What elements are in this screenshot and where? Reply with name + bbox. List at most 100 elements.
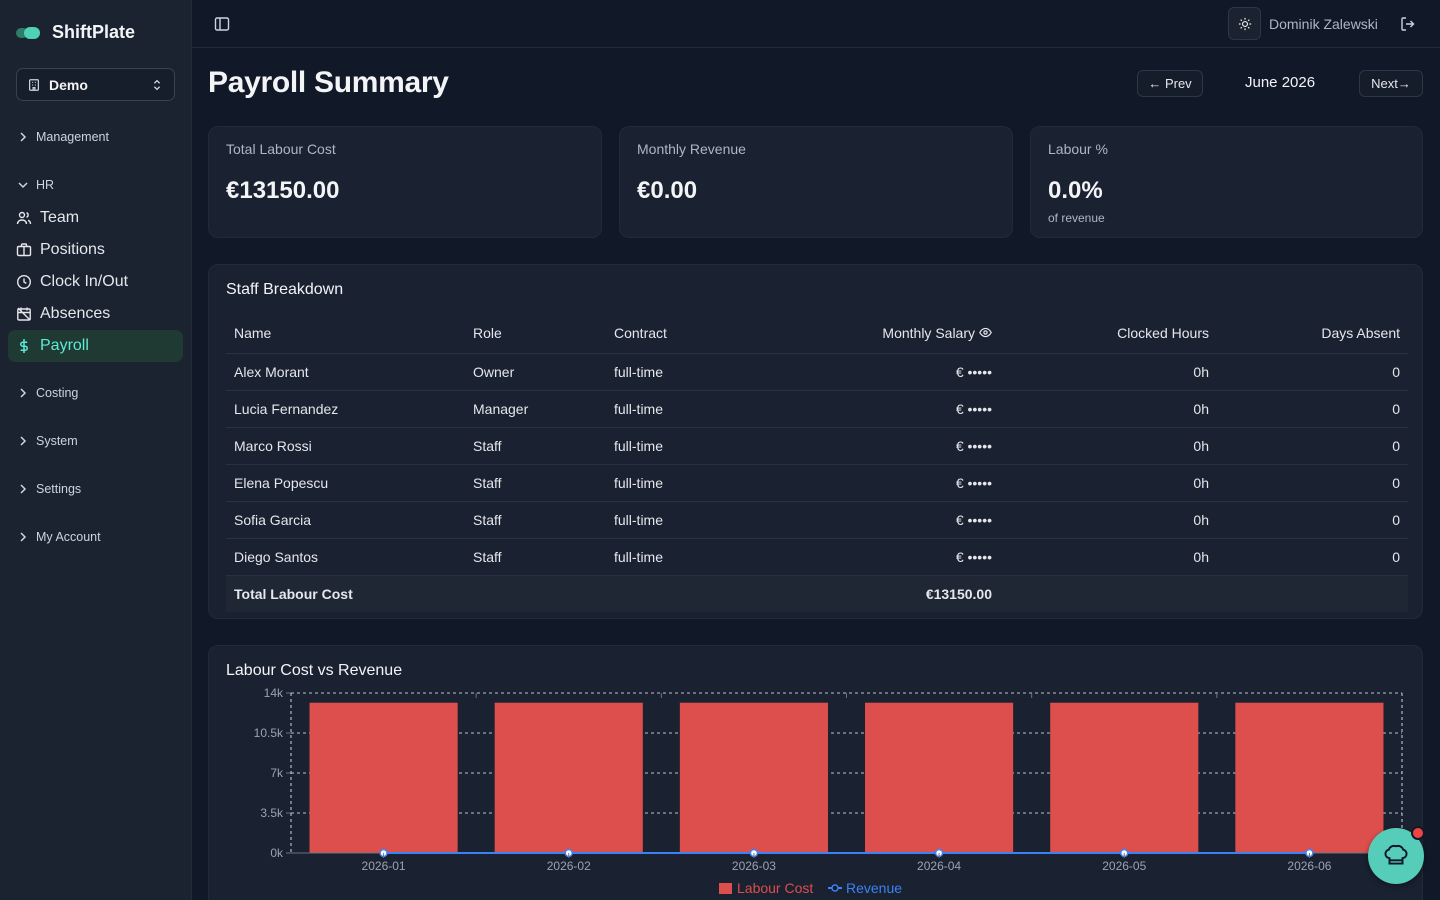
- cell-role: Manager: [465, 390, 606, 428]
- nav-group-settings[interactable]: Settings: [18, 482, 81, 496]
- nav-group-management[interactable]: Management: [18, 130, 109, 144]
- cell-hours: 0h: [1000, 464, 1217, 502]
- prev-month-button[interactable]: ← Prev: [1137, 70, 1203, 97]
- organization-name: Demo: [49, 76, 88, 93]
- panel-title: Labour Cost vs Revenue: [226, 662, 403, 679]
- sidebar-item-team[interactable]: Team: [8, 202, 183, 234]
- brand[interactable]: ShiftPlate: [16, 22, 135, 43]
- next-month-button[interactable]: Next→: [1359, 70, 1423, 97]
- cell-absent: 0: [1217, 390, 1408, 428]
- cell-contract: full-time: [606, 538, 766, 576]
- cell-contract: full-time: [606, 464, 766, 502]
- cell-contract: full-time: [606, 353, 766, 391]
- card-monthly-revenue: Monthly Revenue €0.00: [619, 126, 1013, 238]
- nav-group-costing[interactable]: Costing: [18, 386, 78, 400]
- column-header-name[interactable]: Name: [226, 325, 465, 354]
- table-row: Alex Morant Owner full-time € ••••• 0h 0: [226, 353, 1408, 391]
- y-tick-label: 7k: [270, 766, 284, 780]
- bar-labour-cost: [865, 702, 1014, 853]
- labour-vs-revenue-chart: 0k 3.5k 7k 10.5k 14k 2026-01 2026-02 2026-03 202…: [254, 686, 1403, 896]
- legend-marker-revenue: [831, 884, 839, 892]
- x-tick-label: 2026-02: [547, 859, 591, 873]
- bar-labour-cost: [309, 702, 458, 853]
- column-header-contract[interactable]: Contract: [606, 325, 766, 354]
- cell-hours: 0h: [1000, 501, 1217, 539]
- cell-role: Staff: [465, 538, 606, 576]
- cell-salary: € •••••: [766, 427, 1000, 465]
- page-title: Payroll Summary: [208, 66, 449, 99]
- total-value: €13150.00: [766, 575, 1000, 612]
- nav-group-hr[interactable]: HR: [18, 178, 54, 192]
- y-tick-label: 10.5k: [254, 726, 284, 740]
- chevron-right-icon: [20, 484, 27, 494]
- dollar-icon: [20, 339, 28, 353]
- table-total-row: Total Labour Cost €13150.00: [226, 575, 1408, 612]
- column-header-role[interactable]: Role: [465, 325, 606, 354]
- sidebar-item-payroll[interactable]: Payroll: [8, 330, 183, 362]
- bar-labour-cost: [679, 702, 828, 853]
- y-tick-label: 3.5k: [260, 806, 284, 820]
- panel-title: Staff Breakdown: [226, 281, 344, 298]
- cell-absent: 0: [1217, 464, 1408, 502]
- sidebar-item-clock[interactable]: Clock In/Out: [8, 266, 183, 298]
- cell-salary: € •••••: [766, 464, 1000, 502]
- legend-label-revenue: Revenue: [846, 880, 902, 896]
- legend-label-labour-cost: Labour Cost: [737, 880, 813, 896]
- sidebar-item-absences[interactable]: Absences: [8, 298, 183, 330]
- table-row: Diego Santos Staff full-time € ••••• 0h 0: [226, 538, 1408, 576]
- logout-icon[interactable]: [1400, 16, 1416, 32]
- sidebar-item-label: Clock In/Out: [40, 273, 129, 290]
- cell-name: Diego Santos: [226, 538, 465, 576]
- sidebar-toggle-icon[interactable]: [214, 16, 230, 32]
- table-row: Sofia Garcia Staff full-time € ••••• 0h 0: [226, 501, 1408, 539]
- theme-toggle-button[interactable]: [1228, 7, 1261, 40]
- x-tick-label: 2026-01: [362, 859, 406, 873]
- card-value: €0.00: [637, 177, 698, 204]
- table-row: Marco Rossi Staff full-time € ••••• 0h 0: [226, 427, 1408, 465]
- chevron-right-icon: [20, 388, 27, 398]
- nav-group-label: My Account: [36, 530, 101, 544]
- nav-group-label: HR: [36, 178, 55, 192]
- briefcase-icon: [16, 243, 32, 257]
- organization-select[interactable]: Demo: [16, 68, 175, 101]
- column-header-absent[interactable]: Days Absent: [1217, 325, 1408, 354]
- card-title: Labour %: [1048, 141, 1108, 157]
- cell-absent: 0: [1217, 353, 1408, 391]
- sidebar-item-label: Absences: [40, 305, 111, 322]
- table-row: Elena Popescu Staff full-time € ••••• 0h 0: [226, 464, 1408, 502]
- staff-table: Name Role Contract Monthly Salary Clocke…: [226, 325, 1408, 612]
- brand-logo-icon: [16, 26, 42, 40]
- nav-group-my-account[interactable]: My Account: [18, 530, 101, 544]
- sidebar: ShiftPlate Demo Management HR Team Posit…: [0, 0, 192, 900]
- bar-labour-cost: [494, 702, 643, 853]
- nav-group-label: Costing: [36, 386, 79, 400]
- cell-name: Alex Morant: [226, 353, 465, 391]
- user-name[interactable]: Dominik Zalewski: [1269, 16, 1378, 32]
- cell-role: Staff: [465, 464, 606, 502]
- card-subtitle: of revenue: [1048, 211, 1105, 225]
- cell-name: Elena Popescu: [226, 464, 465, 502]
- chevron-right-icon: [20, 436, 27, 446]
- building-icon: [27, 78, 41, 92]
- topbar: Dominik Zalewski: [192, 0, 1440, 48]
- column-header-hours[interactable]: Clocked Hours: [1000, 325, 1217, 354]
- cell-hours: 0h: [1000, 427, 1217, 465]
- cell-role: Owner: [465, 353, 606, 391]
- column-header-salary[interactable]: Monthly Salary: [766, 325, 1000, 354]
- cell-hours: 0h: [1000, 390, 1217, 428]
- nav-group-label: Management: [36, 130, 109, 144]
- cell-role: Staff: [465, 501, 606, 539]
- x-tick-label: 2026-06: [1287, 859, 1331, 873]
- cell-absent: 0: [1217, 501, 1408, 539]
- nav-group-system[interactable]: System: [18, 434, 78, 448]
- card-title: Total Labour Cost: [226, 141, 336, 157]
- sidebar-item-positions[interactable]: Positions: [8, 234, 183, 266]
- chevron-down-icon: [18, 182, 28, 189]
- eye-icon[interactable]: [979, 326, 992, 339]
- x-tick-label: 2026-05: [1102, 859, 1146, 873]
- cell-absent: 0: [1217, 427, 1408, 465]
- cell-salary: € •••••: [766, 538, 1000, 576]
- chevrons-up-down-icon: [150, 78, 164, 92]
- total-empty: [1000, 575, 1408, 612]
